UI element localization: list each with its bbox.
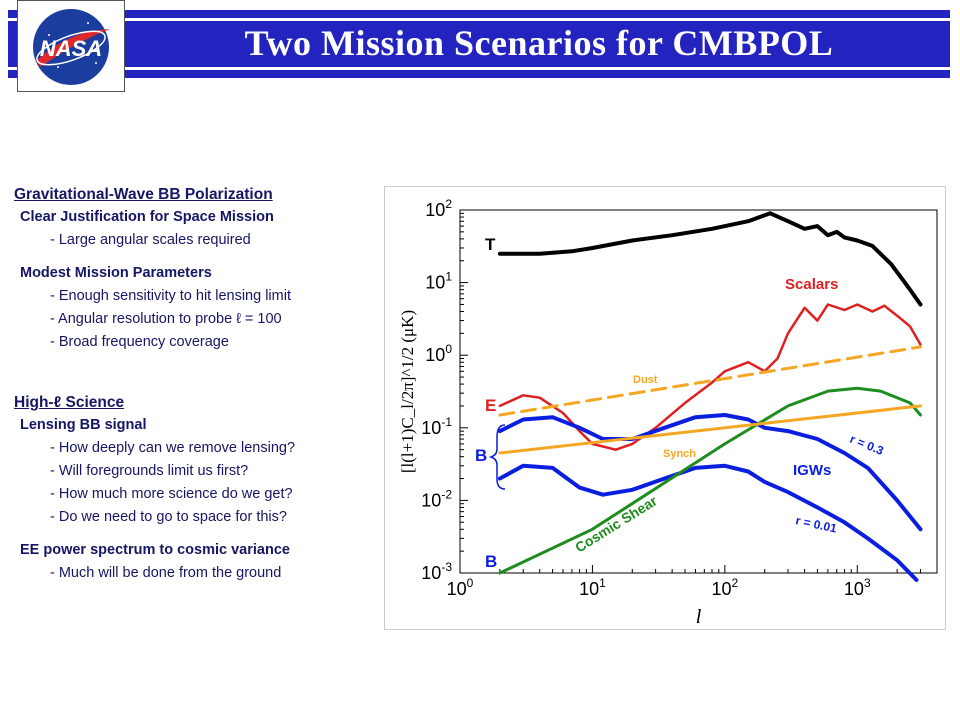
label-igws: IGWs bbox=[793, 462, 831, 479]
slide-title: Two Mission Scenarios for CMBPOL bbox=[244, 23, 834, 63]
plot-frame bbox=[459, 209, 938, 574]
nasa-logo: NASA bbox=[17, 0, 125, 92]
y-tick-label: 100 bbox=[425, 342, 452, 365]
nasa-logo-text: NASA bbox=[40, 36, 102, 61]
section2-sub2: EE power spectrum to cosmic variance bbox=[20, 542, 290, 558]
left-panel: Gravitational-Wave BB Polarization Clear… bbox=[14, 183, 374, 585]
title-banner: Two Mission Scenarios for CMBPOL bbox=[8, 10, 950, 78]
label-cosmic-shear: Cosmic Shear bbox=[572, 492, 660, 555]
label-dust: Dust bbox=[633, 374, 658, 386]
section1-sub2: Modest Mission Parameters bbox=[20, 265, 212, 281]
section1-sub2-item: - Broad frequency coverage bbox=[50, 334, 229, 350]
section2-sub1-item: - Do we need to go to space for this? bbox=[50, 509, 287, 525]
x-tick-label: 100 bbox=[447, 576, 474, 599]
series-line-t bbox=[497, 211, 923, 307]
series-line-b-r-0-3 bbox=[497, 413, 923, 532]
section2-sub1-item: - Will foregrounds limit us first? bbox=[50, 463, 249, 479]
label-t: T bbox=[485, 235, 496, 254]
nasa-logo-icon: NASA bbox=[33, 9, 110, 85]
label-synch: Synch bbox=[663, 448, 696, 460]
section2-sub1-item: - How much more science do we get? bbox=[50, 486, 293, 502]
section1-sub1: Clear Justification for Space Mission bbox=[20, 209, 274, 225]
series-line-dust bbox=[498, 345, 922, 417]
x-tick-label: 103 bbox=[844, 576, 871, 599]
b-brace bbox=[488, 424, 506, 490]
y-axis-label: [l(l+1)C_l/2π]^1/2 (μK) bbox=[398, 310, 417, 473]
section2-sub2-item: - Much will be done from the ground bbox=[50, 565, 282, 581]
section2-sub1: Lensing BB signal bbox=[20, 417, 147, 433]
label-scalars: Scalars bbox=[785, 276, 838, 293]
y-tick-label: 10-1 bbox=[421, 415, 452, 438]
series-line-e bbox=[498, 303, 922, 451]
x-tick-label: 102 bbox=[711, 576, 738, 599]
power-spectrum-chart: 100 101 102 103 10-3 10-2 10-1 100 101 102 l [l(l+1… bbox=[384, 186, 946, 630]
label-b-bottom: B bbox=[485, 552, 497, 571]
label-b-top: B bbox=[475, 446, 487, 465]
y-tick-label: 101 bbox=[425, 270, 452, 293]
power-spectrum-svg: 100 101 102 10310-310-210-1100101102l[l(l+1… bbox=[398, 197, 938, 628]
title-banner-stripe bbox=[8, 18, 950, 70]
series-line-synch bbox=[498, 404, 922, 455]
section2-heading: High-ℓ Science bbox=[14, 394, 125, 411]
x-axis-label: l bbox=[696, 606, 702, 628]
label-r-high: r = 0.3 bbox=[848, 432, 886, 458]
series-line-b-r-0-01 bbox=[497, 463, 919, 582]
label-e: E bbox=[485, 396, 496, 415]
section1-heading: Gravitational-Wave BB Polarization bbox=[14, 186, 273, 203]
section1-sub1-item: - Large angular scales required bbox=[50, 232, 251, 248]
x-tick-label: 101 bbox=[579, 576, 606, 599]
section2-sub1-item: - How deeply can we remove lensing? bbox=[50, 440, 296, 456]
section1-sub2-item: - Enough sensitivity to hit lensing limi… bbox=[50, 288, 291, 304]
y-tick-label: 102 bbox=[425, 197, 452, 220]
y-tick-label: 10-2 bbox=[421, 487, 452, 510]
section1-sub2-item: - Angular resolution to probe ℓ = 100 bbox=[50, 311, 282, 327]
series-line-cosmic-shear bbox=[498, 386, 922, 575]
